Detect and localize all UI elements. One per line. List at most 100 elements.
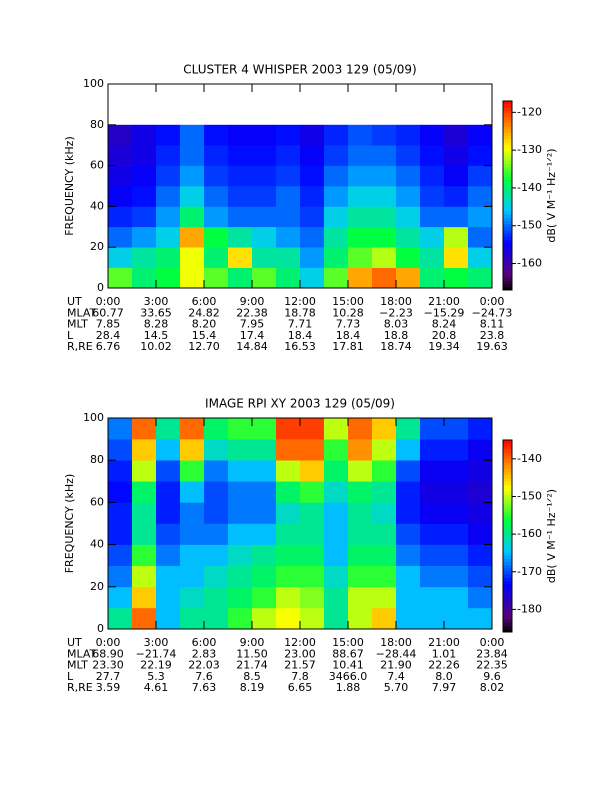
spectrogram-cell bbox=[228, 523, 253, 545]
ephemeris-value: 17.4 bbox=[240, 329, 265, 342]
ephemeris-value: 20.8 bbox=[432, 329, 457, 342]
ephemeris-value: 18.78 bbox=[284, 306, 316, 319]
spectrogram-cell bbox=[444, 565, 469, 588]
ephemeris-row-label: MLAT bbox=[67, 647, 97, 660]
spectrogram-cell bbox=[180, 565, 205, 588]
spectrogram-cell bbox=[252, 460, 277, 482]
spectrogram-cell bbox=[396, 186, 421, 207]
ephemeris-value: 23.84 bbox=[476, 647, 508, 660]
spectrogram-cell bbox=[108, 544, 133, 566]
spectrogram-cell bbox=[468, 502, 493, 524]
ephemeris-value: 22.35 bbox=[476, 659, 508, 672]
ephemeris-value: −2.23 bbox=[379, 306, 413, 319]
colorbar-swatch bbox=[503, 267, 512, 272]
ephemeris-value: 7.85 bbox=[96, 318, 121, 331]
colorbar-swatch bbox=[503, 465, 512, 470]
spectrogram-cell bbox=[276, 186, 301, 207]
spectrogram-cell bbox=[108, 247, 133, 268]
spectrogram-cell bbox=[324, 523, 349, 545]
spectrogram-cell bbox=[348, 460, 373, 482]
colorbar-swatch bbox=[503, 280, 512, 284]
spectrogram-cell bbox=[300, 165, 325, 187]
colorbar-tick-label: -120 bbox=[517, 105, 542, 118]
spectrogram-cell bbox=[276, 481, 301, 503]
spectrogram-cell bbox=[228, 226, 253, 248]
colorbar-swatch bbox=[503, 622, 512, 626]
ephemeris-value: −28.44 bbox=[376, 647, 417, 660]
colorbar-swatch bbox=[503, 211, 512, 215]
spectrogram-cell bbox=[228, 460, 253, 482]
spectrogram-cell bbox=[204, 226, 229, 248]
spectrogram-cell bbox=[180, 523, 205, 545]
ephemeris-value: 11.50 bbox=[236, 647, 268, 660]
spectrogram-cell bbox=[276, 439, 301, 461]
spectrogram-cell bbox=[348, 267, 373, 289]
ephemeris-value: 3466.0 bbox=[329, 670, 368, 683]
spectrogram-cell bbox=[108, 267, 133, 289]
colorbar-swatch bbox=[503, 249, 512, 253]
spectrogram-cell bbox=[468, 586, 493, 609]
spectrogram-cell bbox=[180, 226, 205, 248]
spectrogram-cell bbox=[108, 145, 133, 166]
colorbar-swatch bbox=[503, 167, 512, 171]
colorbar-swatch bbox=[503, 286, 512, 291]
spectrogram-cell bbox=[108, 418, 133, 440]
colorbar-swatch bbox=[503, 628, 512, 633]
ephemeris-value: 7.4 bbox=[387, 670, 405, 683]
spectrogram-cell bbox=[156, 267, 181, 289]
colorbar-swatch bbox=[503, 529, 512, 534]
spectrogram-cell bbox=[204, 165, 229, 187]
spectrogram-cell bbox=[324, 145, 349, 166]
spectrogram-cell bbox=[444, 439, 469, 461]
spectrogram-cell bbox=[180, 165, 205, 187]
spectrogram-cell bbox=[372, 607, 397, 630]
colorbar-swatch bbox=[503, 606, 512, 610]
spectrogram-cell bbox=[420, 418, 445, 440]
spectrogram-cell bbox=[180, 544, 205, 566]
spectrogram-cell bbox=[468, 226, 493, 248]
colorbar-swatch bbox=[503, 186, 512, 190]
spectrogram-cell bbox=[372, 247, 397, 268]
spectrogram-cell bbox=[108, 586, 133, 609]
spectrogram-cell bbox=[276, 565, 301, 588]
colorbar-swatch bbox=[503, 214, 512, 218]
colorbar-swatch bbox=[503, 104, 512, 108]
spectrogram-cell bbox=[204, 145, 229, 166]
spectrogram-cell bbox=[108, 523, 133, 545]
spectrogram-cell bbox=[444, 502, 469, 524]
colorbar-swatch bbox=[503, 258, 512, 262]
spectrogram-cell bbox=[444, 418, 469, 440]
spectrogram-cell bbox=[204, 586, 229, 609]
spectrogram-cell bbox=[396, 481, 421, 503]
x-tick-label: 6:00 bbox=[192, 636, 217, 649]
spectrogram-cell bbox=[180, 418, 205, 440]
spectrogram-cell bbox=[252, 247, 277, 268]
spectrogram-cell bbox=[348, 247, 373, 268]
colorbar-swatch bbox=[503, 239, 512, 244]
x-tick-label: 15:00 bbox=[332, 295, 364, 308]
ephemeris-value: 6.76 bbox=[96, 340, 121, 353]
colorbar-swatch bbox=[503, 596, 512, 601]
ephemeris-row-label: MLT bbox=[67, 659, 88, 672]
spectrogram-cell bbox=[348, 544, 373, 566]
spectrogram-cell bbox=[444, 544, 469, 566]
spectrogram-cell bbox=[156, 439, 181, 461]
colorbar-swatch bbox=[503, 204, 512, 209]
panel-title: CLUSTER 4 WHISPER 2003 129 (05/09) bbox=[183, 63, 416, 77]
spectrogram-cell bbox=[444, 165, 469, 187]
spectrogram-cell bbox=[132, 439, 157, 461]
colorbar-swatch bbox=[503, 456, 512, 460]
spectrogram-cell bbox=[108, 460, 133, 482]
x-tick-label: 0:00 bbox=[480, 636, 505, 649]
spectrogram-cell bbox=[348, 165, 373, 187]
ephemeris-value: −21.74 bbox=[136, 647, 177, 660]
colorbar-frame bbox=[502, 100, 513, 291]
colorbar-swatch bbox=[503, 123, 512, 127]
ephemeris-value: 6.65 bbox=[288, 681, 313, 694]
spectrogram-cell bbox=[252, 607, 277, 630]
spectrogram-cell bbox=[180, 481, 205, 503]
spectrogram-cell bbox=[276, 206, 301, 228]
ephemeris-value: 19.63 bbox=[476, 340, 508, 353]
spectrogram-cell bbox=[228, 145, 253, 166]
spectrogram-cell bbox=[300, 586, 325, 609]
